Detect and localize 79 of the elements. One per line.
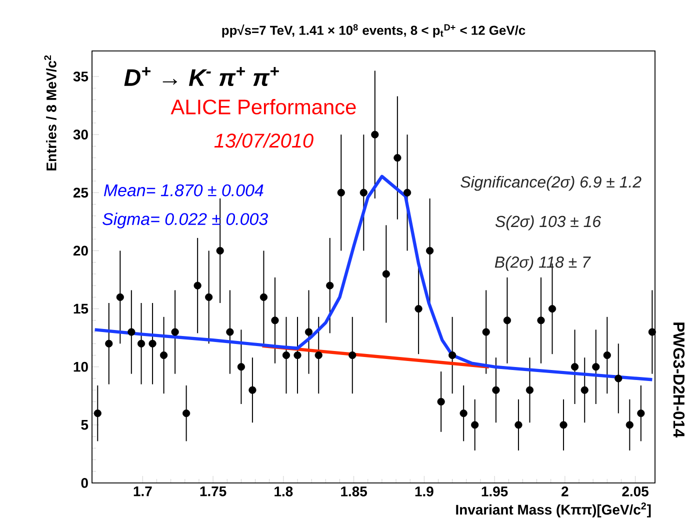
x-tick-label: 1.95 (482, 486, 508, 496)
point (216, 246, 224, 255)
y-tick-label: 5 (81, 420, 88, 430)
point (580, 386, 588, 394)
point (448, 351, 456, 360)
y-tick-label: 20 (73, 246, 88, 256)
x-tick-label: 1.7 (134, 486, 152, 496)
point (105, 340, 113, 348)
annotation: Mean= 1.870 ± 0.004 (104, 184, 264, 196)
point (592, 363, 600, 371)
point (137, 340, 146, 348)
point (194, 282, 202, 290)
point (482, 328, 490, 336)
point (403, 188, 412, 196)
chart-title: pp√s=7 TeV, 1.41 × 10$^{8}$ events, 8 < p$_{t}$$^{D+}$ < 12 GeV/c (222, 24, 526, 38)
point (371, 130, 379, 138)
point (648, 328, 656, 336)
line-series (93, 174, 654, 382)
annotation: B(2σ) 118 ± 7 (494, 256, 591, 271)
point (437, 398, 445, 406)
point (492, 386, 500, 394)
point (94, 410, 102, 418)
point (471, 421, 479, 429)
point (626, 421, 634, 429)
y-tick-label: 15 (74, 304, 88, 314)
y-tick-label: 30 (73, 130, 88, 140)
point (226, 328, 234, 336)
annotation: 13/07/2010 (214, 133, 314, 148)
point (205, 293, 213, 301)
point (282, 351, 290, 360)
point (514, 421, 522, 429)
point (271, 316, 279, 324)
x-axis-title: Invariant Mass (Kππ)[GeV/c$^{2}$] (456, 502, 651, 518)
point (603, 351, 611, 360)
x-tick-label: 1.85 (341, 486, 367, 496)
y-axis-title: Entries / 8 MeV/c$^{2}$ (44, 55, 56, 170)
annotation: ALICE Performance (170, 99, 356, 114)
point (537, 316, 545, 324)
y-tick-label: 0 (81, 478, 88, 488)
point (314, 351, 322, 360)
point (182, 410, 190, 418)
point (160, 351, 168, 360)
point (360, 188, 368, 196)
point (116, 293, 124, 301)
point (460, 410, 468, 418)
point (128, 328, 136, 336)
point (294, 351, 302, 360)
point (614, 374, 622, 382)
point (503, 316, 512, 324)
x-tick-label: 1.9 (415, 486, 434, 496)
point (348, 351, 356, 360)
text: PWG3-D2H-014 (673, 322, 685, 438)
point (637, 410, 645, 418)
point (548, 304, 556, 313)
point (414, 304, 422, 313)
point (337, 188, 345, 196)
point (570, 363, 579, 371)
y-tick-label: 25 (73, 188, 88, 198)
x-tick-label: 1.8 (274, 486, 293, 496)
annotation: S(2σ) 103 ± 16 (495, 215, 602, 230)
point (394, 154, 402, 162)
point (526, 386, 534, 394)
point (248, 386, 256, 394)
point (237, 363, 246, 371)
point (171, 328, 179, 336)
x-tick-label: 1.75 (200, 486, 226, 496)
point (560, 421, 568, 429)
y-tick-label: 10 (74, 362, 88, 372)
point (426, 246, 434, 255)
annotation: Significance(2σ) 6.9 ± 1.2 (460, 176, 642, 191)
x-tick-label: 2 (562, 486, 568, 496)
point (326, 282, 334, 290)
point (304, 328, 313, 336)
point (382, 270, 390, 278)
point (148, 340, 156, 348)
x-tick-label: 2.05 (622, 486, 648, 496)
y-tick-label: 35 (73, 72, 88, 82)
annotation: D$^{+}$ → K$^{-}$ π$^{+}$ π$^{+}$ (124, 67, 279, 86)
point (260, 293, 268, 301)
